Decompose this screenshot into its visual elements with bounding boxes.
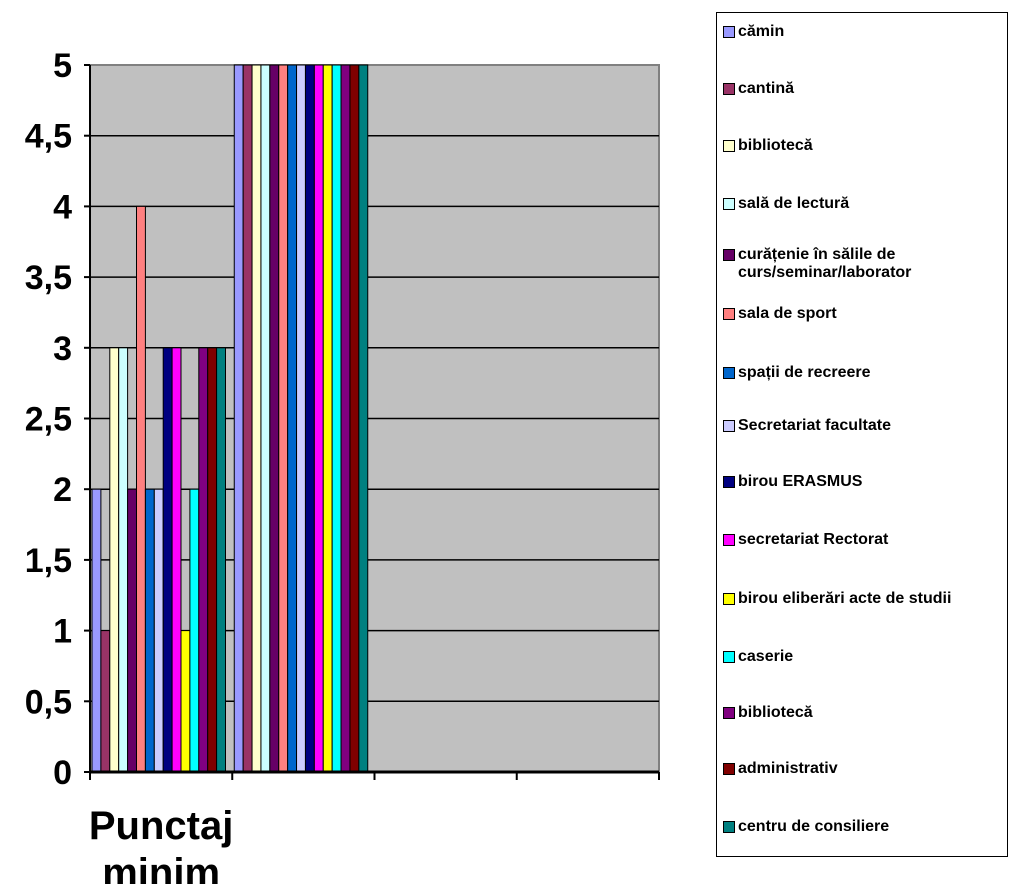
bar (304, 64, 315, 773)
y-tick-label: 5 (53, 47, 72, 85)
legend-label: spații de recreere (738, 364, 871, 381)
legend-item: administrativ (723, 760, 1006, 778)
axes (84, 64, 660, 780)
legend-swatch (723, 83, 735, 95)
y-tick-label: 0,5 (25, 683, 72, 721)
bar (180, 630, 191, 773)
bar (331, 64, 342, 773)
bar (251, 64, 262, 773)
legend-label: secretariat Rectorat (738, 531, 889, 548)
bar (207, 347, 218, 773)
legend-item: centru de consiliere (723, 818, 1006, 836)
y-tick-label: 2,5 (25, 401, 72, 439)
bar (340, 64, 351, 773)
legend-label: caserie (738, 648, 794, 665)
legend-swatch (723, 308, 735, 320)
legend-item: sală de lectură (723, 195, 1006, 213)
bar (358, 64, 369, 773)
legend-item: sala de sport (723, 305, 1006, 323)
bars (91, 64, 369, 773)
legend-label: Secretariat facultate (738, 417, 891, 434)
legend-label: birou ERASMUS (738, 473, 863, 490)
legend-swatch (723, 763, 735, 775)
legend-swatch (723, 420, 735, 432)
bar (109, 347, 120, 773)
legend-swatch (723, 476, 735, 488)
bar (162, 347, 173, 773)
legend-item: cantină (723, 80, 1006, 98)
y-tick-label: 1 (53, 613, 72, 651)
legend-item: birou ERASMUS (723, 473, 1006, 491)
legend-swatch (723, 534, 735, 546)
bar (322, 64, 333, 773)
y-tick-label: 1,5 (25, 542, 72, 580)
legend-label: bibliotecă (738, 137, 813, 154)
legend-swatch (723, 593, 735, 605)
legend-label: bibliotecă (738, 704, 813, 721)
legend-swatch (723, 707, 735, 719)
legend-swatch (723, 198, 735, 210)
legend: cămin cantină bibliotecă sală de lectură cur… (716, 12, 1008, 857)
bar (136, 205, 146, 773)
bar (269, 64, 280, 773)
bar (91, 488, 102, 773)
bar (153, 488, 164, 773)
bar (198, 347, 209, 773)
bar (171, 347, 182, 773)
legend-label: sală de lectură (738, 195, 850, 212)
legend-item: bibliotecă (723, 137, 1006, 155)
x-category-label: minim (102, 851, 220, 884)
bar (349, 64, 360, 773)
legend-swatch (723, 249, 735, 261)
bar (296, 64, 306, 773)
legend-item: curățenie în sălile de curs/seminar/labo… (723, 246, 1006, 282)
legend-label: sala de sport (738, 305, 837, 322)
bar (127, 488, 137, 773)
bar (189, 488, 200, 773)
legend-swatch (723, 651, 735, 663)
y-tick-label: 3,5 (25, 259, 72, 297)
legend-item: bibliotecă (723, 704, 1006, 722)
legend-item: cămin (723, 23, 1006, 41)
bar (242, 64, 253, 773)
x-category-label: Punctaj (89, 804, 233, 848)
legend-label: curățenie în sălile de curs/seminar/labo… (738, 246, 912, 281)
y-tick-labels: 0 0,5 1 1,5 2 2,5 3 3,5 4 4,5 5 (25, 47, 72, 792)
legend-swatch (723, 821, 735, 833)
bar (313, 64, 324, 773)
bar (287, 64, 298, 773)
legend-label: administrativ (738, 760, 838, 777)
legend-swatch (723, 26, 735, 38)
legend-item: Secretariat facultate (723, 417, 1006, 435)
legend-swatch (723, 367, 735, 379)
legend-label: centru de consiliere (738, 818, 890, 835)
legend-label: cantină (738, 80, 795, 97)
y-tick-label: 0 (53, 754, 72, 792)
bar (233, 64, 244, 773)
bar (278, 64, 289, 773)
legend-item: secretariat Rectorat (723, 531, 1006, 549)
bar (144, 488, 155, 773)
legend-label: birou eliberări acte de studii (738, 590, 952, 607)
legend-item: caserie (723, 648, 1006, 666)
y-tick-label: 4,5 (25, 118, 72, 156)
y-tick-label: 4 (53, 188, 72, 226)
legend-item: birou eliberări acte de studii (723, 590, 1006, 608)
legend-label: cămin (738, 23, 785, 40)
y-tick-label: 3 (53, 330, 72, 368)
bar (118, 347, 129, 773)
y-tick-label: 2 (53, 471, 72, 509)
bar (216, 347, 227, 773)
bar (100, 630, 111, 773)
legend-swatch (723, 140, 735, 152)
legend-item: spații de recreere (723, 364, 1006, 382)
bar (260, 64, 271, 773)
